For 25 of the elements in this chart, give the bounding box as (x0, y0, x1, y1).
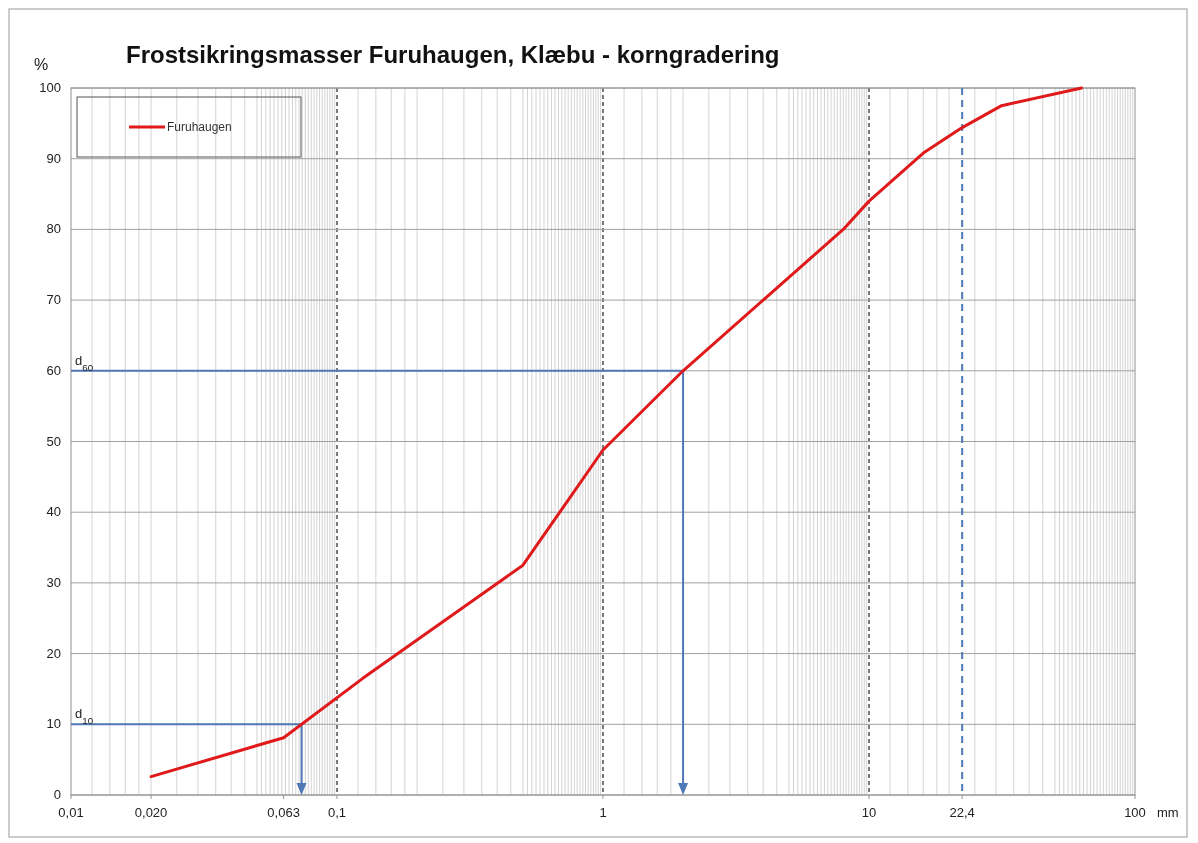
y-tick-label: 60 (46, 362, 61, 378)
y-tick-label: 30 (46, 574, 61, 590)
y-axis-title: % (33, 56, 49, 73)
x-tick-label: 10 (861, 805, 877, 820)
x-tick-label: 1 (599, 805, 607, 820)
x-tick-label: 100 (1124, 805, 1146, 820)
legend-label: Furuhaugen (167, 120, 232, 134)
y-tick-label: 20 (46, 645, 61, 661)
y-tick-label: 0 (53, 787, 61, 802)
chart-title: Frostsikringsmasser Furuhaugen, Klæbu - korngradering (126, 41, 780, 68)
x-tick-label: 0,01 (58, 805, 84, 820)
y-tick-label: 90 (46, 150, 61, 166)
y-tick-label: 80 (46, 221, 61, 237)
ref-line-label: d$_{60}$ (75, 352, 94, 373)
y-tick-label: 100 (39, 80, 61, 95)
y-tick-label: 10 (46, 716, 61, 732)
x-tick-label: 22,4 (949, 805, 975, 820)
y-tick-label: 70 (46, 292, 61, 308)
x-tick-label: 0,1 (327, 805, 347, 820)
x-tick-label: 0,063 (267, 805, 300, 820)
x-tick-label: 0,020 (134, 805, 168, 820)
ref-line-label: d$_{10}$ (75, 706, 94, 726)
x-axis-title: mm (1157, 805, 1179, 820)
y-tick-label: 40 (46, 504, 61, 520)
y-tick-label: 50 (46, 433, 61, 449)
